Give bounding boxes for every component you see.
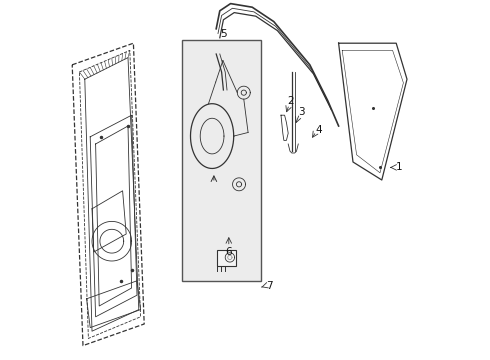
Text: 7: 7 [266, 281, 272, 291]
Text: 5: 5 [220, 29, 227, 39]
Text: 2: 2 [288, 96, 294, 106]
Bar [182, 40, 261, 281]
Text: 3: 3 [298, 107, 305, 117]
Text: 1: 1 [395, 162, 402, 172]
Bar [217, 250, 236, 266]
Text: 4: 4 [315, 125, 322, 135]
Text: 6: 6 [225, 247, 232, 257]
